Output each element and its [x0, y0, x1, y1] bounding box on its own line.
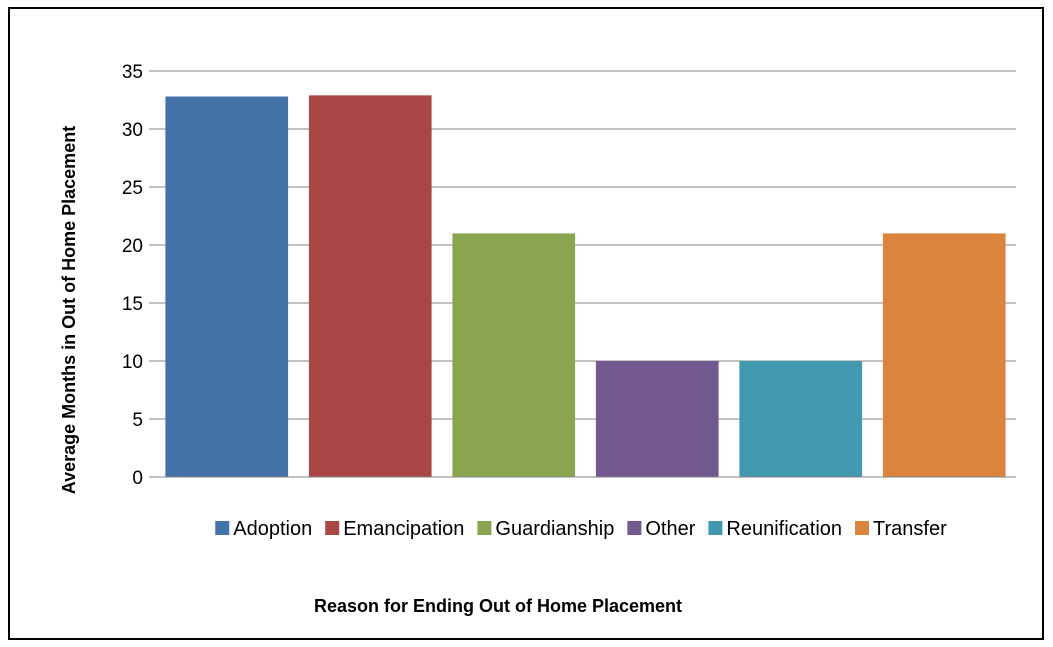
- legend: Adoption Emancipation Guardianship Other Reu…: [215, 518, 947, 540]
- bar-emancipation: [308, 95, 432, 478]
- y-axis-title: Average Months in Out of Home Placement: [59, 126, 79, 494]
- y-tick-labels: 0 5 10 15 20 25 30 35: [122, 62, 143, 489]
- legend-label-other: Other: [645, 518, 695, 540]
- legend-swatch-adoption: [215, 521, 230, 535]
- y-tick-label: 25: [122, 178, 143, 199]
- legend-swatch-emancipation: [325, 521, 340, 535]
- legend-swatch-transfer: [855, 521, 870, 535]
- legend-swatch-other: [627, 521, 642, 535]
- bar-other: [595, 361, 719, 477]
- bars: [165, 95, 1006, 478]
- bar-transfer: [882, 233, 1006, 477]
- bar-reunification: [739, 361, 863, 477]
- gridlines: [149, 70, 1016, 478]
- x-axis-title: Reason for Ending Out of Home Placement: [314, 596, 682, 616]
- legend-swatch-guardianship: [477, 521, 492, 535]
- bar-guardianship: [452, 233, 576, 477]
- y-tick-label: 20: [122, 236, 143, 257]
- legend-label-guardianship: Guardianship: [495, 518, 614, 540]
- y-tick-label: 35: [122, 62, 143, 83]
- y-tick-label: 15: [122, 294, 143, 315]
- y-tick-label: 10: [122, 352, 143, 373]
- legend-label-emancipation: Emancipation: [343, 518, 464, 540]
- y-tick-label: 5: [132, 410, 143, 431]
- y-tick-label: 30: [122, 120, 143, 141]
- y-tick-label: 0: [132, 468, 143, 489]
- legend-label-reunification: Reunification: [726, 518, 842, 540]
- legend-label-transfer: Transfer: [873, 518, 947, 540]
- legend-swatch-reunification: [708, 521, 723, 535]
- bar-adoption: [165, 96, 289, 478]
- legend-label-adoption: Adoption: [233, 518, 312, 540]
